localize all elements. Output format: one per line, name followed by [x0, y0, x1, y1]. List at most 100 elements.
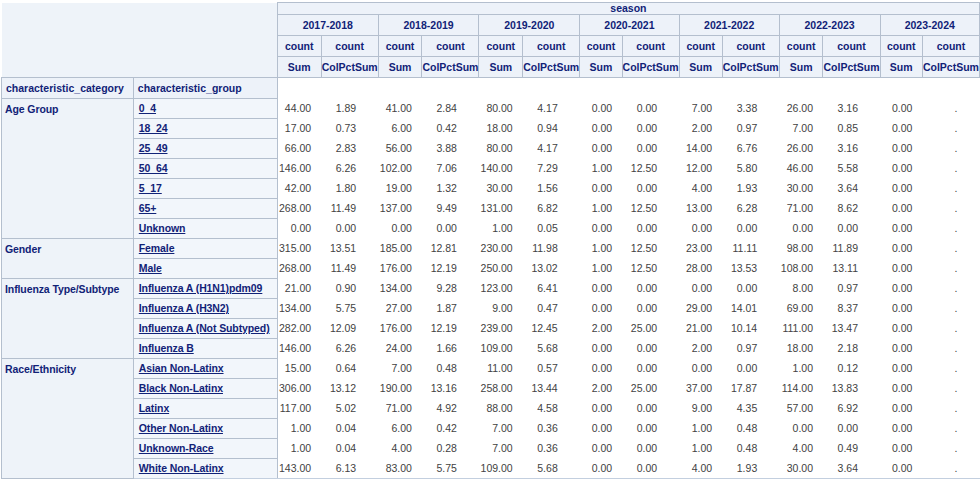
value-cell: 12.19: [422, 319, 479, 339]
value-cell: 3.16: [823, 139, 880, 159]
value-cell: 6.92: [823, 399, 880, 419]
value-cell: 0.48: [722, 439, 779, 459]
value-cell: 123.00: [479, 279, 523, 299]
value-cell: 6.76: [722, 139, 779, 159]
value-cell: 2.18: [823, 339, 880, 359]
value-cell: 44.00: [277, 99, 321, 119]
value-cell: 3.16: [823, 99, 880, 119]
report-area: season2017-20182018-20192019-20202020-20…: [0, 0, 980, 479]
value-cell: 0.00: [622, 299, 679, 319]
value-cell: 4.00: [779, 439, 823, 459]
value-cell: 0.00: [679, 219, 722, 239]
value-cell: .: [922, 379, 979, 399]
value-cell: 71.00: [779, 199, 823, 219]
group-link[interactable]: Black Non-Latinx: [139, 382, 223, 394]
colpctsum-header: ColPctSum: [422, 57, 479, 78]
value-cell: 0.00: [321, 219, 378, 239]
value-cell: 17.00: [277, 119, 321, 139]
group-cell: Asian Non-Latinx: [133, 359, 277, 379]
count-header: count: [722, 36, 779, 57]
value-cell: .: [922, 179, 979, 199]
value-cell: 0.00: [880, 239, 922, 259]
sum-header: Sum: [479, 57, 523, 78]
value-cell: 12.50: [622, 159, 679, 179]
value-cell: 5.68: [523, 459, 580, 479]
group-link[interactable]: 25_49: [139, 142, 168, 154]
header-spacer-cell: [722, 78, 779, 99]
group-link[interactable]: Influenza A (Not Subtyped): [139, 322, 270, 334]
value-cell: 7.00: [479, 439, 523, 459]
value-cell: 1.93: [722, 179, 779, 199]
table-row: 25_4966.002.8356.003.8880.004.170.000.00…: [2, 139, 980, 159]
group-link[interactable]: 18_24: [139, 122, 168, 134]
value-cell: 0.00: [722, 279, 779, 299]
value-cell: 0.00: [422, 219, 479, 239]
value-cell: 9.28: [422, 279, 479, 299]
sum-header: Sum: [378, 57, 422, 78]
group-link[interactable]: Asian Non-Latinx: [139, 362, 224, 374]
value-cell: 25.00: [622, 319, 679, 339]
group-link[interactable]: 5_17: [139, 182, 162, 194]
value-cell: 0.73: [321, 119, 378, 139]
value-cell: 0.36: [523, 419, 580, 439]
value-cell: 1.00: [580, 259, 622, 279]
value-cell: 0.00: [580, 219, 622, 239]
value-cell: 1.56: [523, 179, 580, 199]
value-cell: 258.00: [479, 379, 523, 399]
value-cell: 25.00: [622, 379, 679, 399]
value-cell: 13.47: [823, 319, 880, 339]
value-cell: 1.00: [679, 439, 722, 459]
group-link[interactable]: Other Non-Latinx: [139, 422, 223, 434]
count-header: count: [880, 36, 922, 57]
group-link[interactable]: Female: [139, 242, 175, 254]
value-cell: 17.87: [722, 379, 779, 399]
header-spacer-cell: [880, 78, 922, 99]
group-link[interactable]: Unknown: [139, 222, 186, 234]
group-link[interactable]: Influenza A (H1N1)pdm09: [139, 282, 263, 294]
value-cell: 0.00: [378, 219, 422, 239]
header-spacer-cell: [580, 78, 622, 99]
group-link[interactable]: 50_64: [139, 162, 168, 174]
group-link[interactable]: Latinx: [139, 402, 169, 414]
header-spacer-cell: [779, 78, 823, 99]
value-cell: 143.00: [277, 459, 321, 479]
value-cell: .: [922, 119, 979, 139]
value-cell: 0.00: [880, 219, 922, 239]
table-row: Latinx117.005.0271.004.9288.004.580.000.…: [2, 399, 980, 419]
value-cell: 18.00: [779, 339, 823, 359]
characteristic-group-header: characteristic_group: [133, 78, 277, 99]
group-link[interactable]: Influenza B: [139, 342, 194, 354]
value-cell: 66.00: [277, 139, 321, 159]
group-link[interactable]: Male: [139, 262, 162, 274]
value-cell: 12.45: [523, 319, 580, 339]
group-link[interactable]: 0_4: [139, 102, 156, 114]
value-cell: 2.00: [580, 379, 622, 399]
group-link[interactable]: Influenza A (H3N2): [139, 302, 229, 314]
value-cell: 0.00: [679, 279, 722, 299]
group-cell: Influenza A (Not Subtyped): [133, 319, 277, 339]
value-cell: 0.12: [823, 359, 880, 379]
value-cell: .: [922, 459, 979, 479]
value-cell: .: [922, 279, 979, 299]
results-table: season2017-20182018-20192019-20202020-20…: [1, 2, 980, 479]
value-cell: 28.00: [679, 259, 722, 279]
table-header: season2017-20182018-20192019-20202020-20…: [2, 3, 980, 99]
value-cell: 56.00: [378, 139, 422, 159]
value-cell: 21.00: [277, 279, 321, 299]
value-cell: 13.53: [722, 259, 779, 279]
value-cell: 306.00: [277, 379, 321, 399]
table-row: Race/EthnicityAsian Non-Latinx15.000.647…: [2, 359, 980, 379]
group-link[interactable]: Unknown-Race: [139, 442, 214, 454]
count-header: count: [922, 36, 979, 57]
group-link[interactable]: White Non-Latinx: [139, 462, 224, 474]
value-cell: 0.48: [722, 419, 779, 439]
value-cell: 11.89: [823, 239, 880, 259]
group-link[interactable]: 65+: [139, 202, 157, 214]
sum-header: Sum: [880, 57, 922, 78]
value-cell: 13.83: [823, 379, 880, 399]
value-cell: .: [922, 399, 979, 419]
value-cell: 23.00: [679, 239, 722, 259]
category-cell: Age Group: [2, 99, 134, 239]
value-cell: 137.00: [378, 199, 422, 219]
value-cell: 5.68: [523, 339, 580, 359]
